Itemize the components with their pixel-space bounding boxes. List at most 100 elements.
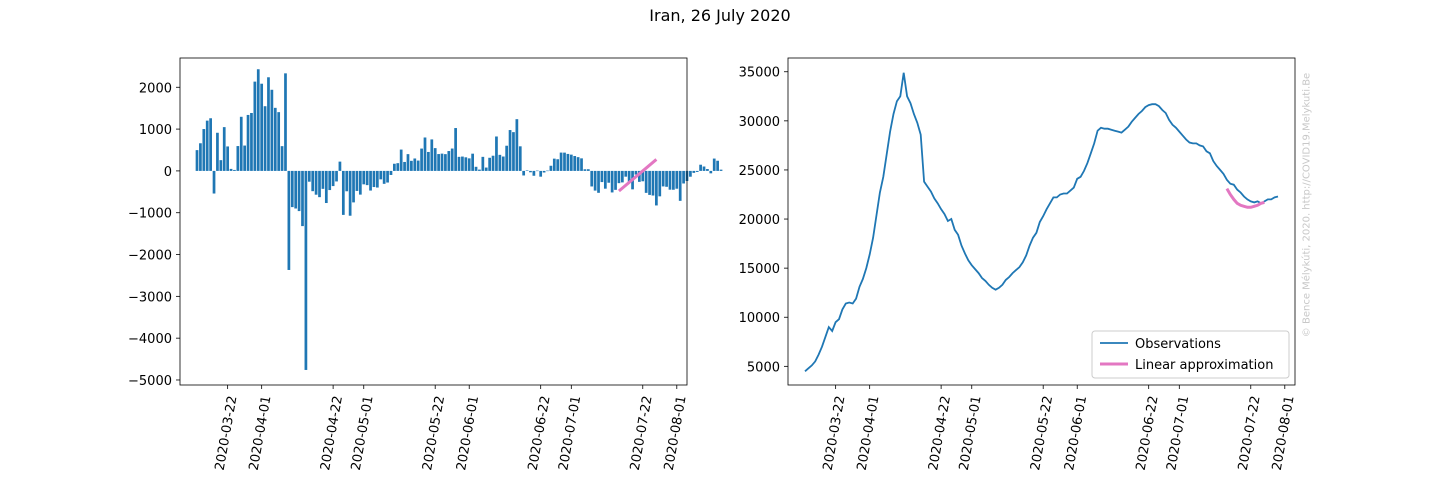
watermark-text: © Bence Mélykúti, 2020. http://COVID19.M… <box>1301 72 1313 338</box>
y-tick-label: 5000 <box>747 360 780 375</box>
daily-change-bar <box>216 132 219 171</box>
daily-change-bar <box>634 170 638 175</box>
figure-title: Iran, 26 July 2020 <box>649 6 791 25</box>
x-tick-label: 2020-05-01 <box>957 395 985 472</box>
daily-change-bar <box>461 156 464 171</box>
y-tick-label: −1000 <box>128 207 172 222</box>
daily-change-bar <box>331 170 335 187</box>
daily-change-bar <box>287 170 291 270</box>
daily-change-bar <box>386 170 389 183</box>
daily-change-bar <box>716 160 719 171</box>
daily-change-bar <box>569 154 573 171</box>
daily-change-bar <box>236 146 240 171</box>
daily-change-bar <box>314 170 318 195</box>
daily-change-bar <box>284 73 287 171</box>
daily-change-bar <box>372 170 376 188</box>
daily-change-bar <box>369 170 372 191</box>
daily-change-bar <box>437 154 440 171</box>
daily-change-bar <box>580 158 583 171</box>
daily-change-bar <box>617 170 621 184</box>
daily-change-bar <box>454 128 457 171</box>
daily-change-bar <box>610 170 614 193</box>
y-tick-label: 15000 <box>739 262 780 277</box>
daily-change-bar <box>321 170 325 189</box>
daily-change-bar <box>301 170 304 227</box>
daily-change-bar <box>345 170 349 192</box>
daily-change-bar <box>260 83 264 171</box>
daily-change-bar <box>389 170 393 175</box>
x-tick-label: 2020-06-01 <box>1062 395 1090 472</box>
daily-change-bar <box>430 139 434 171</box>
daily-change-bar <box>689 170 692 177</box>
daily-change-bar <box>199 143 202 171</box>
x-tick-label: 2020-03-22 <box>821 395 849 472</box>
daily-change-bar <box>638 170 641 182</box>
daily-change-bar <box>583 169 587 171</box>
plot-frame <box>179 57 688 386</box>
daily-change-bar <box>624 170 628 177</box>
daily-change-bar <box>457 156 461 171</box>
daily-change-bar <box>488 157 492 171</box>
legend-box <box>1091 330 1290 379</box>
daily-change-bar <box>335 170 338 182</box>
daily-change-bar <box>467 158 471 171</box>
y-tick-label: 0 <box>164 165 172 180</box>
daily-change-bar <box>403 161 406 171</box>
daily-change-bar <box>651 170 655 196</box>
daily-change-bar <box>253 81 257 171</box>
daily-change-bar <box>512 132 515 171</box>
daily-change-bar <box>318 170 321 198</box>
daily-change-bar <box>365 170 369 186</box>
x-tick-label: 2020-06-22 <box>1134 395 1162 472</box>
daily-change-bar <box>658 170 662 197</box>
daily-change-bar <box>358 170 362 195</box>
daily-change-bar <box>413 158 417 171</box>
daily-change-bar <box>627 170 631 183</box>
daily-change-bar <box>444 154 447 171</box>
daily-change-bar <box>597 170 600 193</box>
daily-change-bar <box>552 158 556 171</box>
daily-change-bar <box>427 151 430 171</box>
daily-change-bar <box>450 148 454 171</box>
daily-change-bar <box>256 69 260 171</box>
observations-line <box>804 72 1279 372</box>
daily-change-bar <box>719 169 723 171</box>
linear-approximation-line <box>1225 187 1265 209</box>
daily-change-bar <box>620 170 624 183</box>
x-tick-label: 2020-05-22 <box>1028 395 1056 472</box>
daily-change-bar <box>573 156 577 171</box>
daily-change-bar <box>535 170 539 172</box>
daily-change-bar <box>590 170 594 187</box>
daily-change-bar <box>355 170 359 191</box>
daily-change-bar <box>464 157 468 171</box>
x-tick-label: 2020-07-01 <box>1164 395 1192 472</box>
daily-change-bar <box>603 170 607 189</box>
daily-change-bar <box>341 170 345 215</box>
daily-change-bar <box>539 170 543 177</box>
daily-change-bar <box>648 170 651 195</box>
y-tick-label: 35000 <box>739 66 780 81</box>
daily-change-bar <box>644 170 648 193</box>
legend-observations-label: Observations <box>1135 337 1221 352</box>
daily-change-bar <box>655 170 658 206</box>
daily-change-bar <box>699 164 702 171</box>
daily-change-bar <box>706 169 709 171</box>
daily-change-bar <box>471 153 474 171</box>
daily-change-bar <box>484 167 488 171</box>
daily-change-bar <box>382 170 386 184</box>
daily-change-bar <box>416 160 420 171</box>
y-tick-label: 1000 <box>139 123 172 138</box>
daily-change-bar <box>229 168 233 171</box>
x-tick-label: 2020-04-22 <box>926 395 954 472</box>
daily-change-bar <box>324 170 328 204</box>
daily-change-bar <box>607 170 611 183</box>
daily-change-bar <box>239 116 243 171</box>
daily-change-bar <box>307 170 311 182</box>
daily-change-bar <box>556 159 560 171</box>
daily-change-bar <box>505 145 509 171</box>
daily-change-bar <box>566 153 570 171</box>
daily-change-bar <box>474 166 478 171</box>
daily-change-bar <box>586 169 590 171</box>
